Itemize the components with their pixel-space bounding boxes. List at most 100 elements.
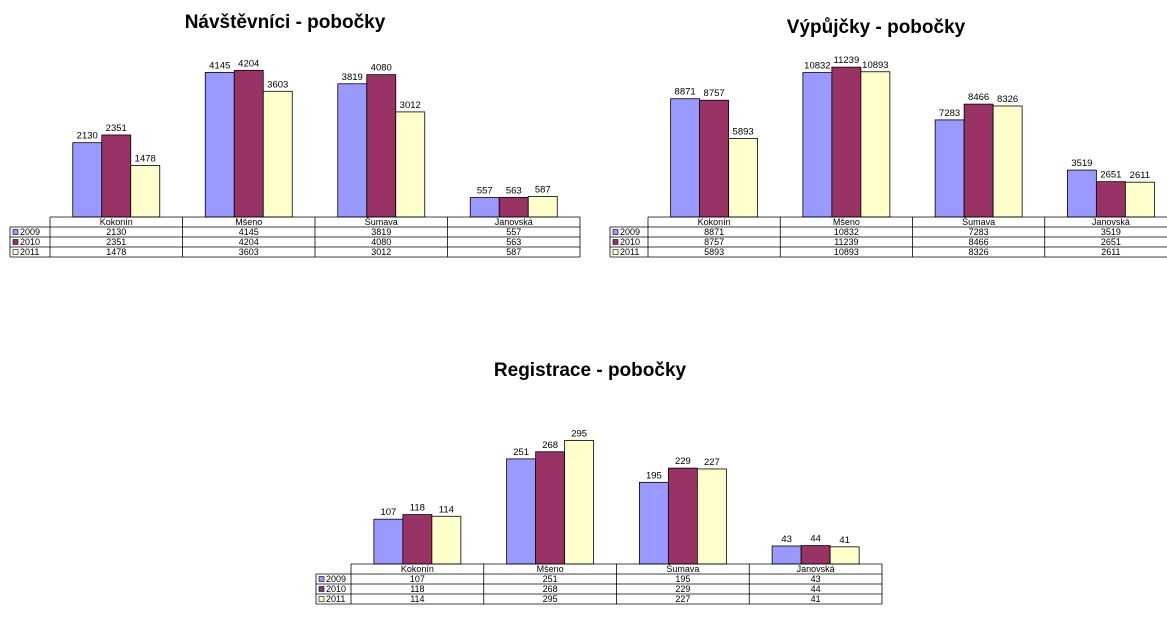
- bar-2011-3: [829, 546, 860, 565]
- legend-label: 2010: [20, 237, 40, 247]
- table-cell: 268: [543, 584, 558, 594]
- bar-2010-2: [667, 467, 698, 565]
- chart-vypujcky: Výpůjčky - pobočky 8871 8757 5893 10832 1123…: [595, 0, 1167, 300]
- bar-2010-3: [800, 545, 831, 565]
- data-table: Kokonín Mšeno Šumava Janovská 2009 8871 10832 7…: [609, 216, 1167, 258]
- data-label: 229: [675, 456, 691, 467]
- bar-2011-2: [696, 468, 727, 565]
- data-label: 251: [513, 447, 529, 458]
- bar-2011-2: [395, 111, 426, 218]
- table-cell: 11239: [834, 237, 858, 247]
- table-cell: 4204: [239, 237, 259, 247]
- legend-swatch: [12, 239, 19, 245]
- table-cell: 3519: [1101, 227, 1121, 237]
- data-label: 2611: [1130, 170, 1150, 181]
- data-label: 3603: [267, 79, 288, 90]
- table-cell: 114: [410, 594, 424, 604]
- bar-2011-2: [992, 105, 1023, 218]
- data-label: 227: [704, 457, 720, 468]
- bar-2011-1: [262, 90, 293, 218]
- bar-2010-2: [366, 74, 397, 218]
- category-label: Mšeno: [537, 564, 564, 574]
- table-cell: 2351: [106, 237, 126, 247]
- table-cell: 10832: [834, 227, 859, 237]
- bar-2011-1: [860, 71, 891, 218]
- legend-label: 2010: [326, 584, 346, 594]
- bar-2011-3: [1124, 181, 1155, 218]
- data-label: 2651: [1100, 170, 1121, 181]
- data-label: 3012: [400, 100, 421, 111]
- bar-2010-1: [535, 451, 566, 565]
- table-cell: 5893: [704, 247, 724, 257]
- data-label: 295: [571, 428, 587, 439]
- chart-title: Návštěvníci - pobočky: [184, 12, 386, 33]
- table-cell: 2651: [1101, 237, 1121, 247]
- data-label: 2130: [77, 131, 98, 142]
- table-cell: 295: [543, 594, 558, 604]
- data-label: 4145: [209, 60, 230, 71]
- bar-2009-2: [934, 119, 965, 218]
- legend-label: 2011: [620, 247, 639, 257]
- bar-2010-0: [699, 99, 730, 218]
- bar-2009-2: [337, 83, 368, 218]
- bar-2011-0: [130, 165, 161, 218]
- legend-swatch: [12, 229, 19, 235]
- table-cell: 1478: [106, 247, 126, 257]
- data-label: 44: [810, 534, 821, 545]
- data-label: 118: [410, 503, 425, 514]
- table-cell: 2130: [106, 227, 126, 237]
- bar-2009-0: [373, 518, 404, 565]
- table-cell: 251: [543, 574, 558, 584]
- bar-2009-3: [1066, 169, 1097, 218]
- chart-title: Výpůjčky - pobočky: [786, 17, 966, 38]
- category-label: Mšeno: [235, 217, 262, 227]
- data-label: 5893: [733, 126, 754, 137]
- table-cell: 3819: [371, 227, 391, 237]
- legend-swatch: [612, 249, 619, 255]
- table-cell: 107: [410, 574, 425, 584]
- legend-label: 2009: [620, 227, 640, 237]
- chart-navstevnici: Návštěvníci - pobočky 2130 2351 1478 4145 42…: [0, 0, 590, 300]
- table-cell: 43: [811, 574, 821, 584]
- data-label: 43: [781, 534, 792, 545]
- legend-swatch: [318, 596, 325, 602]
- category-label: Kokonín: [401, 564, 434, 574]
- table-cell: 2611: [1101, 247, 1120, 257]
- data-label: 4080: [371, 63, 392, 74]
- table-cell: 8466: [969, 237, 989, 247]
- data-label: 4204: [238, 58, 259, 69]
- bar-2009-0: [72, 142, 103, 218]
- bar-2010-3: [498, 196, 529, 218]
- table-cell: 8757: [704, 237, 724, 247]
- data-label: 11239: [834, 55, 860, 66]
- category-label: Janovská: [495, 217, 533, 227]
- bar-2011-0: [728, 138, 759, 218]
- table-cell: 563: [506, 237, 521, 247]
- data-label: 195: [646, 470, 662, 481]
- category-label: Kokonín: [698, 217, 731, 227]
- category-label: Kokonín: [100, 217, 133, 227]
- table-cell: 10893: [834, 247, 859, 257]
- data-label: 3819: [342, 72, 363, 83]
- legend-label: 2011: [20, 247, 39, 257]
- data-label: 563: [506, 185, 522, 196]
- category-label: Šumava: [962, 217, 995, 227]
- table-cell: 7283: [969, 227, 989, 237]
- table-cell: 557: [506, 227, 521, 237]
- category-label: Šumava: [666, 564, 699, 574]
- data-label: 3519: [1071, 158, 1092, 169]
- bar-2009-3: [771, 545, 802, 565]
- legend-label: 2009: [326, 574, 346, 584]
- bar-2011-3: [527, 196, 558, 218]
- legend-swatch: [318, 576, 325, 582]
- data-label: 8871: [675, 87, 696, 98]
- table-cell: 3603: [239, 247, 259, 257]
- legend-swatch: [612, 229, 619, 235]
- legend-label: 2010: [620, 237, 640, 247]
- data-label: 1478: [135, 153, 156, 164]
- data-label: 7283: [939, 108, 960, 119]
- data-label: 10893: [862, 60, 888, 71]
- data-label: 10832: [804, 61, 830, 72]
